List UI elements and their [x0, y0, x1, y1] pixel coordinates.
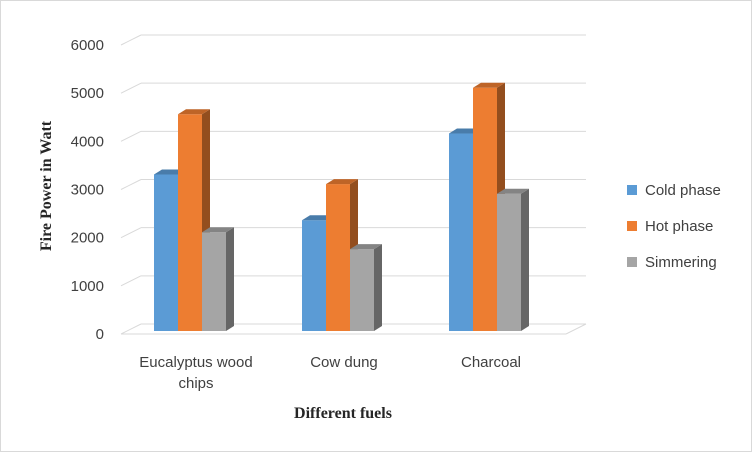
category-label: Eucalyptus wood chips: [139, 354, 252, 392]
y-tick-label: 2000: [71, 230, 104, 247]
gridline-side: [120, 34, 142, 46]
bar-top: [178, 109, 210, 115]
bar-simmering: [350, 249, 374, 331]
bar-hot-phase: [178, 114, 202, 331]
y-axis-title: Fire Power in Watt: [38, 120, 55, 251]
bar-simmering: [202, 232, 226, 331]
bar-side: [226, 227, 234, 331]
bar-cold-phase: [449, 133, 473, 331]
gridline-side: [120, 323, 142, 335]
legend: Cold phase Hot phase Simmering: [627, 182, 721, 271]
bar-side: [521, 188, 529, 331]
y-tick-label: 0: [96, 326, 104, 343]
legend-swatch: [627, 221, 637, 231]
gridline-side: [120, 275, 142, 287]
bars: [154, 82, 529, 331]
bar-cold-phase: [302, 220, 326, 331]
bar-top: [202, 227, 234, 233]
y-tick-label: 6000: [71, 37, 104, 54]
floor-edge-side: [565, 323, 587, 335]
x-axis-title: Different fuels: [294, 405, 392, 422]
bar-hot-phase: [473, 87, 497, 331]
legend-label: Hot phase: [645, 218, 713, 235]
bar-cold-phase: [154, 174, 178, 331]
gridline-side: [120, 130, 142, 142]
category-label: Charcoal: [461, 354, 521, 371]
legend-swatch: [627, 257, 637, 267]
category-label: Cow dung: [310, 354, 378, 371]
legend-swatch: [627, 185, 637, 195]
bar-side: [374, 244, 382, 331]
y-tick-label: 1000: [71, 278, 104, 295]
bar-hot-phase: [326, 184, 350, 331]
gridline-side: [120, 179, 142, 190]
bar-top: [326, 179, 358, 185]
bar-top: [350, 244, 382, 250]
y-tick-label: 5000: [71, 85, 104, 102]
legend-label: Cold phase: [645, 182, 721, 199]
y-tick-labels: 0 1000 2000 3000 4000 5000 6000: [71, 37, 104, 343]
y-tick-label: 3000: [71, 182, 104, 199]
bar-simmering: [497, 193, 521, 331]
bar-top: [473, 82, 505, 88]
bar-top: [497, 188, 529, 194]
gridline-side: [120, 82, 142, 94]
category-labels: Eucalyptus wood chips Cow dung Charcoal: [139, 354, 521, 392]
y-tick-label: 4000: [71, 133, 104, 150]
gridline-side: [120, 227, 142, 239]
legend-label: Simmering: [645, 254, 717, 271]
